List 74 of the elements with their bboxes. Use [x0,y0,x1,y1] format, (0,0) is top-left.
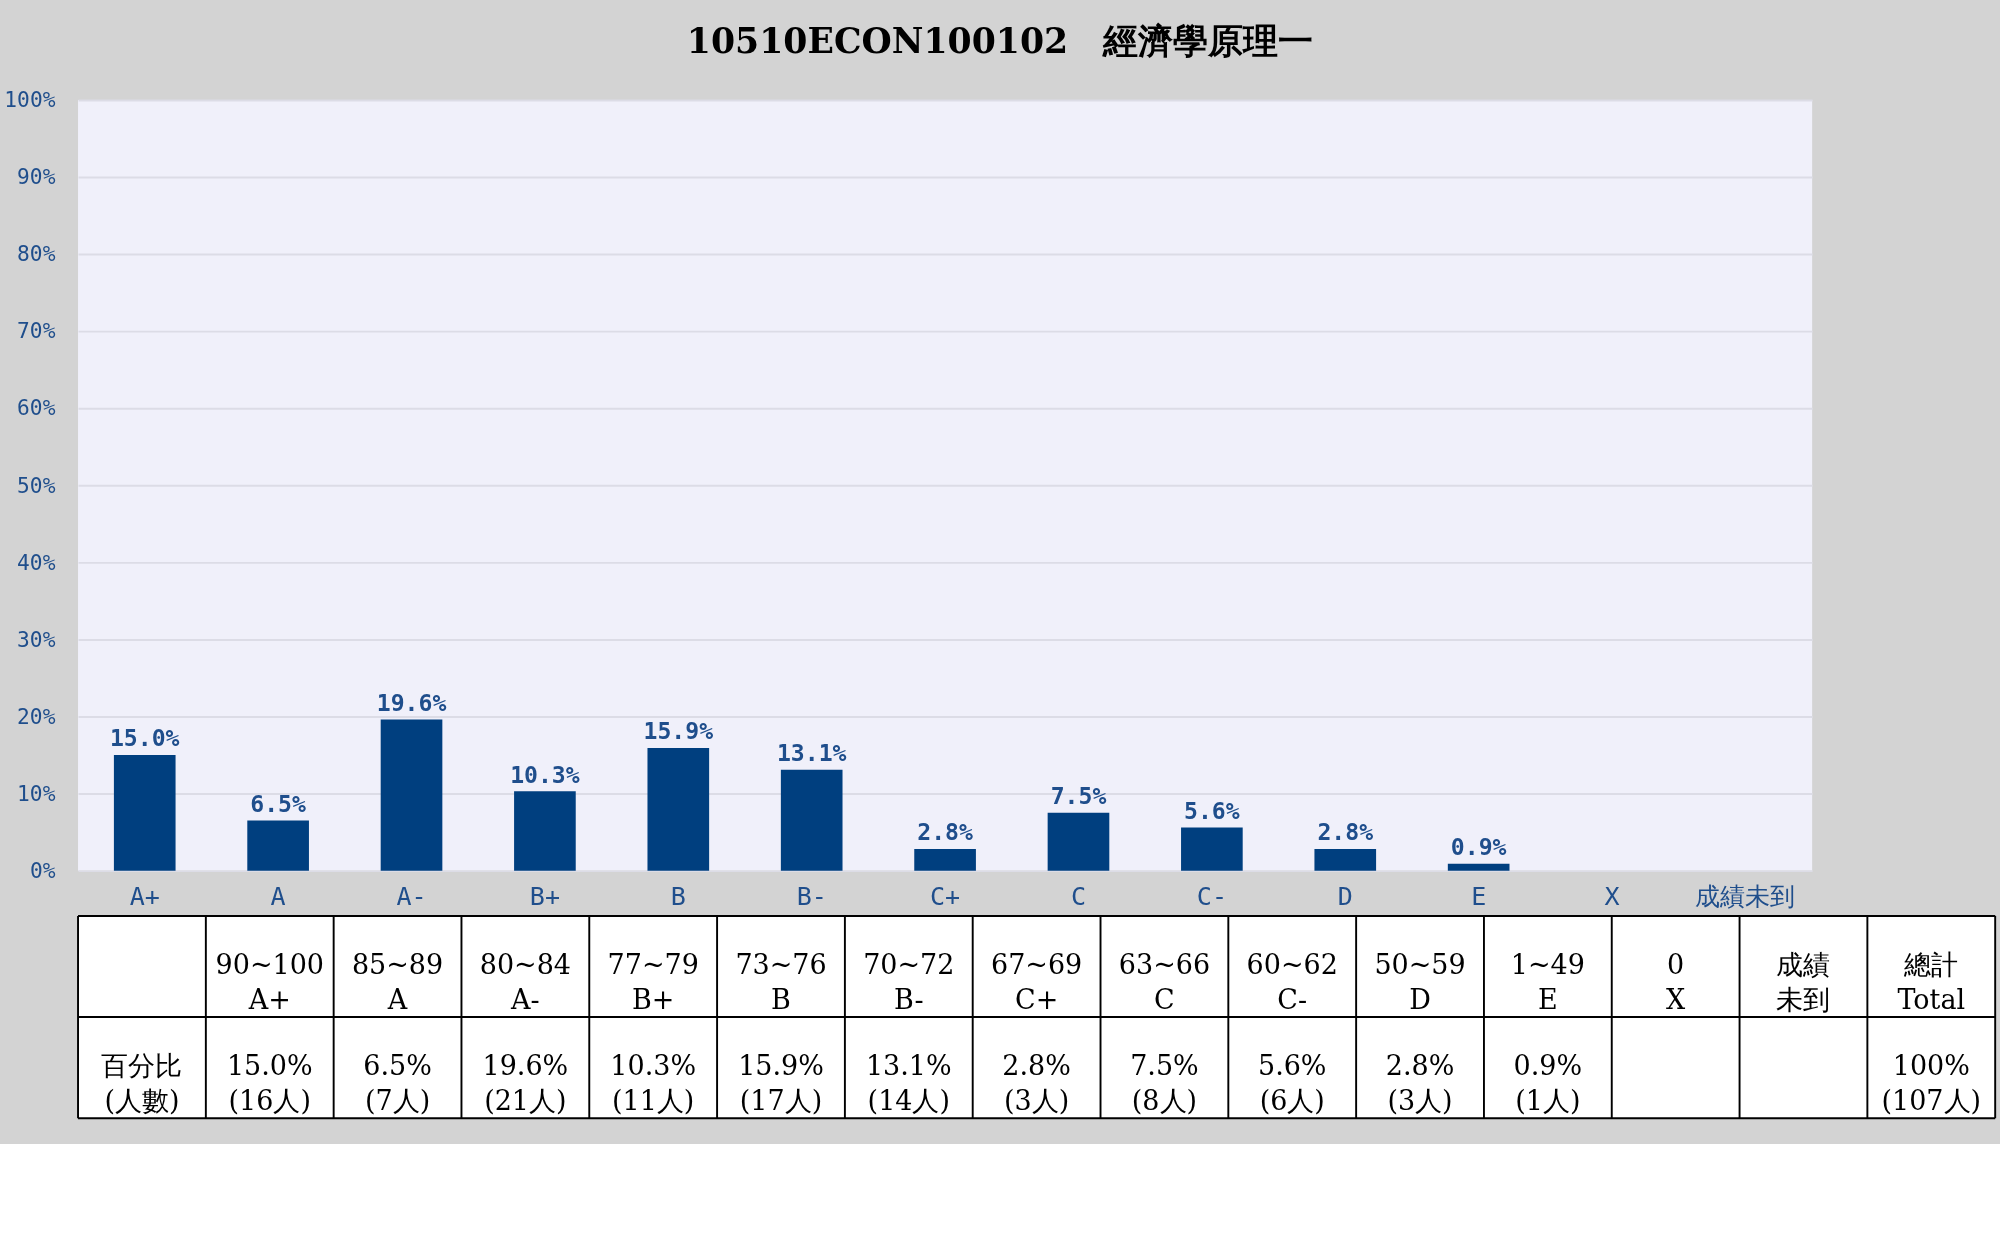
text: 15.0% (16人) [226,1050,313,1117]
data-label: 7.5% [1050,783,1107,810]
text: 0.9% (1人) [1513,1050,1583,1117]
y-tick-label: 30% [17,626,56,652]
x-tick-label: A- [396,881,427,911]
y-tick-label: 100% [4,87,56,113]
text: 90~100 A+ [215,949,324,1015]
text: 80~84 A- [479,949,571,1015]
text: 13.1% (14人) [865,1050,952,1117]
text: 6.5% (7人) [363,1050,432,1117]
y-tick-label: 10% [17,780,56,806]
text: 10.3% (11人) [610,1050,697,1117]
text: 總計 Total [1897,949,1966,1015]
text: 63~66 C [1118,949,1211,1015]
text: 7.5% (8人) [1130,1050,1199,1117]
x-tick-label: X [1604,881,1620,911]
data-label: 5.6% [1184,797,1240,824]
text: 百分比 (人數) [101,1050,183,1117]
bar [780,769,843,871]
bar [1181,827,1243,871]
bar [380,719,443,871]
data-label: 10.3% [510,761,580,788]
text: 19.6% (21人) [482,1050,569,1117]
data-label: 0.9% [1450,834,1507,861]
bar [113,755,176,871]
bar [247,820,309,871]
chart-title: 10510ECON100102 經濟學原理一 [686,19,1314,61]
text: 67~69 C+ [990,949,1083,1015]
text: 1~49 E [1510,949,1585,1015]
text: 2.8% (3人) [1385,1050,1455,1117]
x-tick-label: B+ [529,881,560,911]
x-tick-label: C- [1196,881,1227,911]
y-tick-label: 90% [17,164,56,190]
text: 2.8% (3人) [1002,1050,1071,1117]
y-tick-label: 40% [17,549,56,575]
x-tick-label: E [1471,881,1487,911]
text: 15.9% (17人) [738,1050,824,1117]
y-tick-label: 60% [17,395,56,421]
bar [1314,849,1377,871]
data-label: 2.8% [917,819,973,846]
bar [1047,812,1110,871]
x-tick-label: A+ [129,881,160,911]
text: 0 X [1666,949,1687,1015]
text: 5.6% (6人) [1257,1050,1327,1117]
bar [914,849,976,871]
y-tick-label: 20% [17,703,56,729]
text: 60~62 C- [1246,949,1338,1015]
data-label: 19.6% [376,689,447,716]
text: 85~89 A [351,949,444,1015]
x-tick-label: D [1337,881,1353,911]
text: 成績未到 [1776,949,1831,1015]
x-tick-label: C+ [930,881,961,911]
data-label: 2.8% [1317,819,1374,846]
data-label: 6.5% [250,790,307,817]
x-tick-label: B- [796,881,827,911]
bar [514,791,576,871]
x-tick-label: B [670,881,686,911]
text: 70~72 B- [863,949,955,1015]
data-label: 15.9% [643,718,714,745]
bar [1447,863,1510,871]
text: 100% (107人) [1881,1050,1982,1117]
data-label: 15.0% [109,725,180,752]
x-tick-label: A [270,881,286,911]
x-tick-label: 成績未到 [1695,881,1796,911]
y-tick-label: 80% [17,241,56,267]
y-tick-label: 50% [17,472,56,498]
data-label: 13.1% [776,740,847,767]
text: 50~59 D [1374,949,1466,1015]
text: 77~79 B+ [607,949,699,1015]
y-tick-label: 70% [17,318,56,344]
y-tick-label: 0% [29,857,56,883]
bar [647,748,710,871]
text: 73~76 B [735,949,827,1015]
x-tick-label: C [1070,881,1087,911]
